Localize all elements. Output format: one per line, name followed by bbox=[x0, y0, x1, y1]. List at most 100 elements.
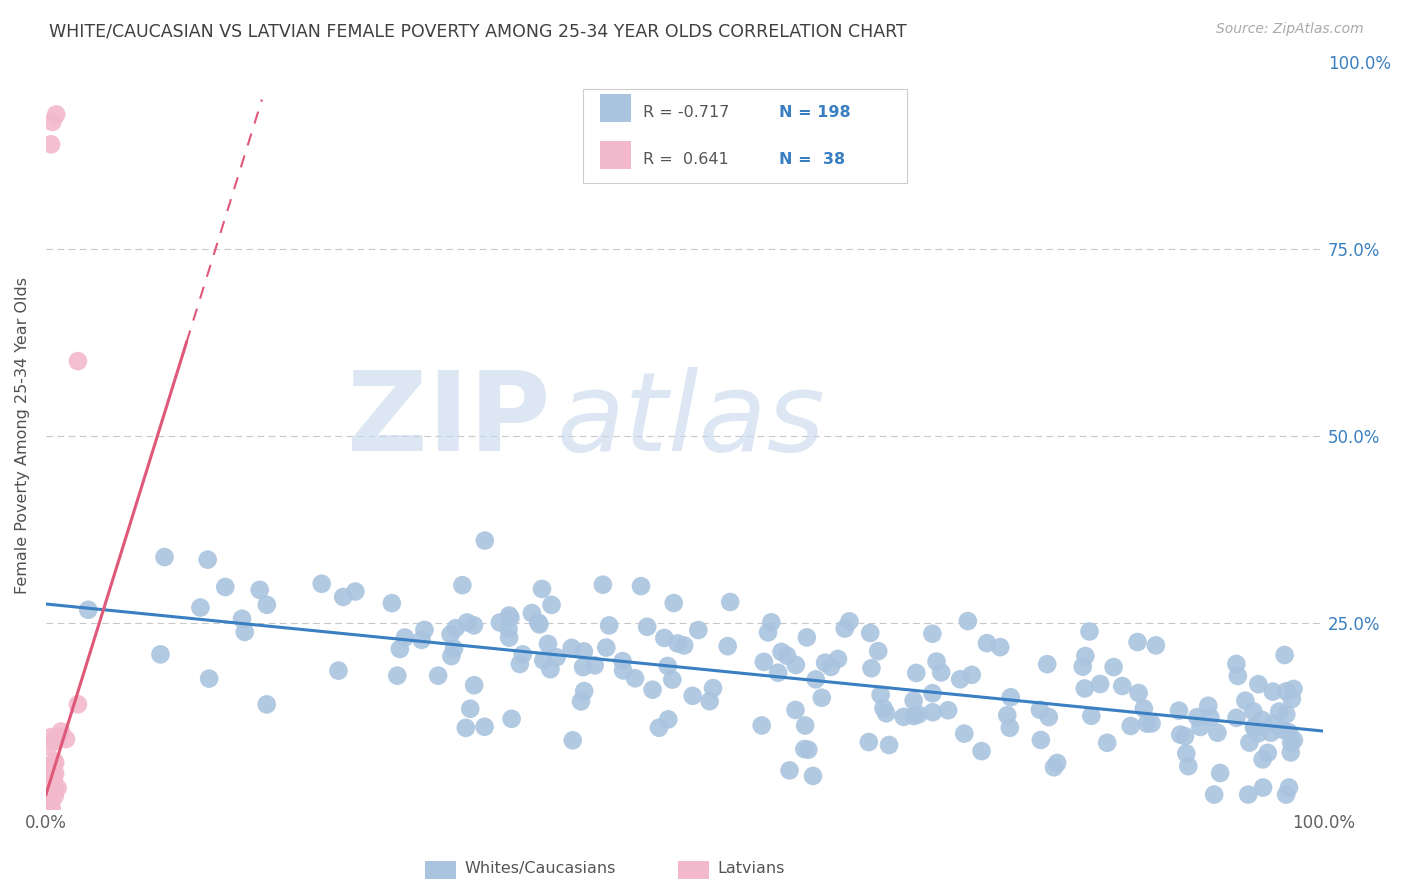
Point bbox=[44, 789, 66, 803]
Point bbox=[688, 623, 710, 637]
Text: ZIP: ZIP bbox=[347, 368, 551, 475]
Point bbox=[1271, 723, 1294, 737]
Point bbox=[1268, 705, 1291, 719]
Point bbox=[1278, 725, 1301, 739]
Point bbox=[751, 718, 773, 732]
Point bbox=[572, 644, 595, 658]
Point bbox=[41, 768, 63, 782]
Point bbox=[520, 606, 543, 620]
Point bbox=[838, 615, 860, 629]
Point bbox=[657, 712, 679, 726]
Point bbox=[1088, 677, 1111, 691]
Point bbox=[149, 648, 172, 662]
Point bbox=[44, 756, 66, 770]
Point bbox=[42, 769, 65, 783]
Point bbox=[1095, 736, 1118, 750]
Point bbox=[1275, 707, 1298, 722]
Point bbox=[37, 759, 59, 773]
Point bbox=[1074, 648, 1097, 663]
Point bbox=[388, 642, 411, 657]
Point bbox=[387, 668, 409, 682]
Point bbox=[37, 803, 59, 817]
Point bbox=[875, 706, 897, 721]
Point bbox=[907, 707, 929, 722]
Point bbox=[214, 580, 236, 594]
Point bbox=[1000, 690, 1022, 705]
Point bbox=[1251, 780, 1274, 795]
Point bbox=[1275, 788, 1298, 802]
Point bbox=[394, 631, 416, 645]
Point bbox=[766, 665, 789, 680]
Point bbox=[612, 654, 634, 668]
Point bbox=[561, 640, 583, 655]
Point bbox=[1225, 657, 1247, 671]
Point bbox=[630, 579, 652, 593]
Point bbox=[1260, 725, 1282, 739]
Point bbox=[1133, 701, 1156, 715]
Point bbox=[454, 721, 477, 735]
Point bbox=[921, 706, 943, 720]
Text: WHITE/CAUCASIAN VS LATVIAN FEMALE POVERTY AMONG 25-34 YEAR OLDS CORRELATION CHAR: WHITE/CAUCASIAN VS LATVIAN FEMALE POVERT… bbox=[49, 22, 907, 40]
Point bbox=[527, 615, 550, 630]
Point bbox=[531, 653, 554, 667]
Point bbox=[956, 614, 979, 628]
Point bbox=[498, 622, 520, 636]
Point bbox=[456, 615, 478, 630]
Text: N =  38: N = 38 bbox=[779, 152, 845, 167]
Point bbox=[641, 682, 664, 697]
Point bbox=[198, 672, 221, 686]
Point bbox=[256, 598, 278, 612]
Point bbox=[231, 612, 253, 626]
Point bbox=[827, 652, 849, 666]
Point bbox=[37, 793, 59, 807]
Point bbox=[1199, 710, 1222, 724]
Point bbox=[921, 686, 943, 700]
Point bbox=[1247, 677, 1270, 691]
Point bbox=[197, 552, 219, 566]
Point bbox=[949, 673, 972, 687]
Point bbox=[1080, 708, 1102, 723]
Point bbox=[41, 115, 63, 129]
Text: N = 198: N = 198 bbox=[779, 105, 851, 120]
Point bbox=[820, 660, 842, 674]
Point bbox=[1029, 733, 1052, 747]
Point bbox=[1251, 752, 1274, 766]
Point bbox=[785, 703, 807, 717]
Point bbox=[1111, 679, 1133, 693]
Point bbox=[662, 596, 685, 610]
Point bbox=[540, 598, 562, 612]
Point bbox=[960, 668, 983, 682]
Point bbox=[440, 649, 463, 664]
Point bbox=[810, 690, 832, 705]
Point bbox=[344, 584, 367, 599]
Point bbox=[311, 576, 333, 591]
Point bbox=[936, 703, 959, 717]
Point bbox=[770, 645, 793, 659]
Point bbox=[612, 664, 634, 678]
Point bbox=[39, 774, 62, 789]
Point bbox=[718, 595, 741, 609]
Point bbox=[474, 720, 496, 734]
Point bbox=[1226, 669, 1249, 683]
Point bbox=[657, 659, 679, 673]
Point bbox=[860, 661, 883, 675]
Point bbox=[38, 799, 60, 814]
Point bbox=[444, 621, 467, 635]
Point bbox=[717, 639, 740, 653]
Point bbox=[1038, 710, 1060, 724]
Text: R = -0.717: R = -0.717 bbox=[643, 105, 728, 120]
Point bbox=[501, 712, 523, 726]
Point bbox=[1029, 703, 1052, 717]
Point bbox=[1243, 721, 1265, 735]
Point bbox=[1234, 694, 1257, 708]
Point bbox=[673, 639, 696, 653]
Point bbox=[1206, 725, 1229, 739]
Point bbox=[474, 533, 496, 548]
Point bbox=[1278, 780, 1301, 795]
Point bbox=[37, 762, 59, 776]
Point bbox=[1241, 704, 1264, 718]
Point bbox=[796, 631, 818, 645]
Point bbox=[1247, 726, 1270, 740]
Point bbox=[682, 689, 704, 703]
Point bbox=[1257, 746, 1279, 760]
